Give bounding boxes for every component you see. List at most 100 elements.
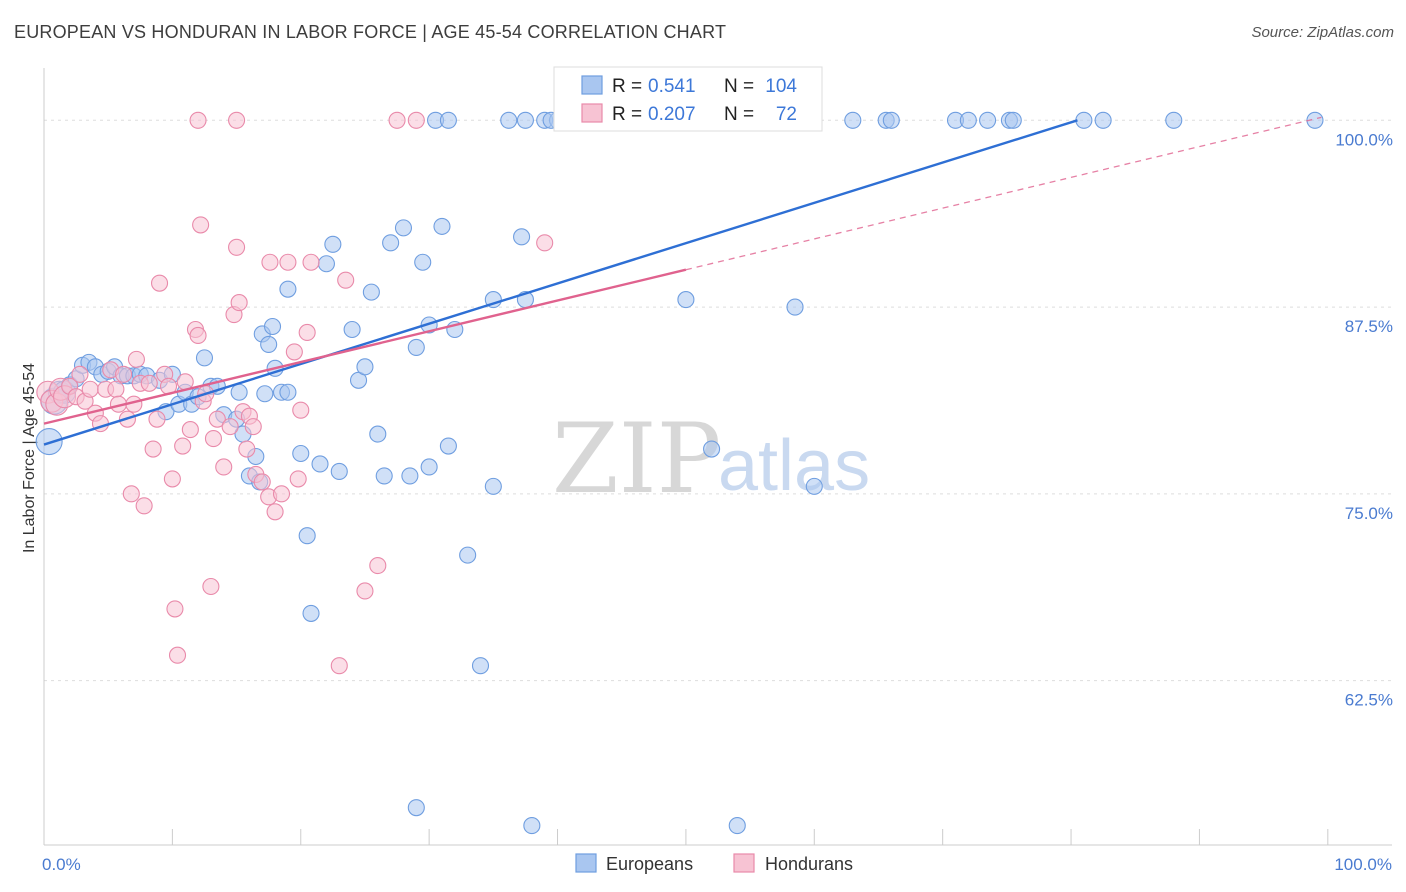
european-point [500, 111, 518, 129]
honduran-point [140, 374, 158, 392]
european-point [959, 111, 977, 129]
european-point [439, 437, 457, 455]
european-point [471, 657, 490, 675]
european-point [302, 604, 320, 622]
european-point [1165, 111, 1183, 129]
honduran-point [244, 418, 262, 436]
european-point [459, 546, 477, 564]
honduran-point [536, 234, 554, 252]
honduran-point [144, 440, 162, 458]
honduran-point [285, 343, 303, 361]
honduran-point [298, 323, 316, 342]
stats-r-label-hondurans: R = [612, 104, 642, 125]
legend: Europeans Hondurans [575, 853, 853, 874]
european-point [805, 477, 823, 495]
honduran-point [71, 365, 89, 383]
honduran-trend-line [43, 268, 687, 425]
stats-r-label-europeans: R = [612, 76, 642, 97]
honduran-point [81, 380, 99, 398]
y-tick-label: 75.0% [1345, 504, 1393, 523]
european-point [343, 320, 361, 339]
european-point [407, 799, 425, 817]
european-point [523, 817, 541, 835]
honduran-point [122, 485, 140, 503]
x-ticks [43, 829, 1329, 845]
european-point [979, 111, 997, 129]
european-point [516, 111, 534, 129]
european-point [728, 817, 746, 835]
honduran-point [228, 238, 246, 256]
european-point [401, 467, 419, 485]
european-point [311, 455, 329, 473]
honduran-point [115, 365, 133, 383]
european-point [414, 253, 432, 271]
honduran-point [407, 111, 425, 129]
european-point [317, 255, 335, 273]
honduran-point [150, 274, 169, 292]
legend-label-europeans[interactable]: Europeans [606, 854, 693, 874]
stats-box: R = 0.541 N = 104 R = 0.207 N = 72 [553, 66, 823, 132]
honduran-point [163, 470, 181, 488]
european-point [375, 467, 393, 485]
european-point [256, 385, 274, 403]
legend-swatch-europeans[interactable] [575, 853, 597, 873]
european-point [324, 235, 342, 253]
y-ticks: 62.5% 75.0% 87.5% 100.0% [1335, 130, 1393, 709]
honduran-point [279, 253, 297, 271]
honduran-point [215, 458, 233, 476]
european-point [298, 527, 316, 545]
stats-swatch-europeans [581, 75, 603, 95]
honduran-point [168, 646, 187, 664]
honduran-point [230, 294, 248, 312]
honduran-point [356, 582, 374, 600]
legend-swatch-hondurans[interactable] [733, 853, 755, 873]
european-point [439, 111, 457, 129]
honduran-point [189, 111, 207, 129]
european-point [677, 291, 695, 309]
honduran-point [337, 271, 355, 289]
legend-label-hondurans[interactable]: Hondurans [765, 854, 853, 874]
honduran-point [107, 380, 125, 398]
honduran-point [148, 410, 166, 428]
european-point [1004, 111, 1022, 129]
stats-n-value-europeans: 104 [765, 76, 797, 97]
european-trend-line [43, 119, 1078, 446]
honduran-point [330, 657, 348, 675]
y-axis-label: In Labor Force | Age 45-54 [21, 363, 38, 553]
honduran-point [174, 437, 192, 455]
european-point [1094, 111, 1112, 129]
european-point [484, 477, 502, 495]
european-point [356, 358, 374, 376]
honduran-point [272, 485, 291, 503]
honduran-trend-extension [685, 116, 1322, 271]
honduran-point [228, 111, 246, 129]
watermark: ZIP atlas [552, 403, 870, 515]
honduran-points [36, 111, 554, 675]
honduran-point [202, 577, 220, 596]
european-point [230, 383, 248, 401]
stats-n-label-europeans: N = [724, 76, 754, 97]
honduran-point [166, 600, 184, 618]
chart-source: Source: ZipAtlas.com [1251, 24, 1394, 41]
watermark-zip: ZIP [552, 403, 721, 515]
stats-r-value-europeans: 0.541 [648, 76, 696, 97]
axis-layer [43, 68, 1392, 846]
european-point [279, 280, 297, 298]
european-point [292, 444, 310, 463]
honduran-point [253, 473, 271, 491]
european-point [394, 219, 413, 237]
honduran-point [289, 470, 307, 488]
european-point [420, 458, 438, 476]
y-tick-label: 62.5% [1345, 691, 1393, 710]
european-point [279, 383, 297, 401]
european-point [407, 338, 425, 356]
honduran-point [127, 350, 145, 368]
european-point [369, 425, 387, 443]
honduran-point [388, 111, 406, 129]
honduran-point [204, 430, 223, 448]
honduran-point [135, 497, 153, 515]
european-point [844, 111, 862, 129]
stats-r-value-hondurans: 0.207 [648, 104, 696, 125]
grid-layer [44, 119, 1392, 682]
y-tick-label: 100.0% [1335, 130, 1393, 149]
